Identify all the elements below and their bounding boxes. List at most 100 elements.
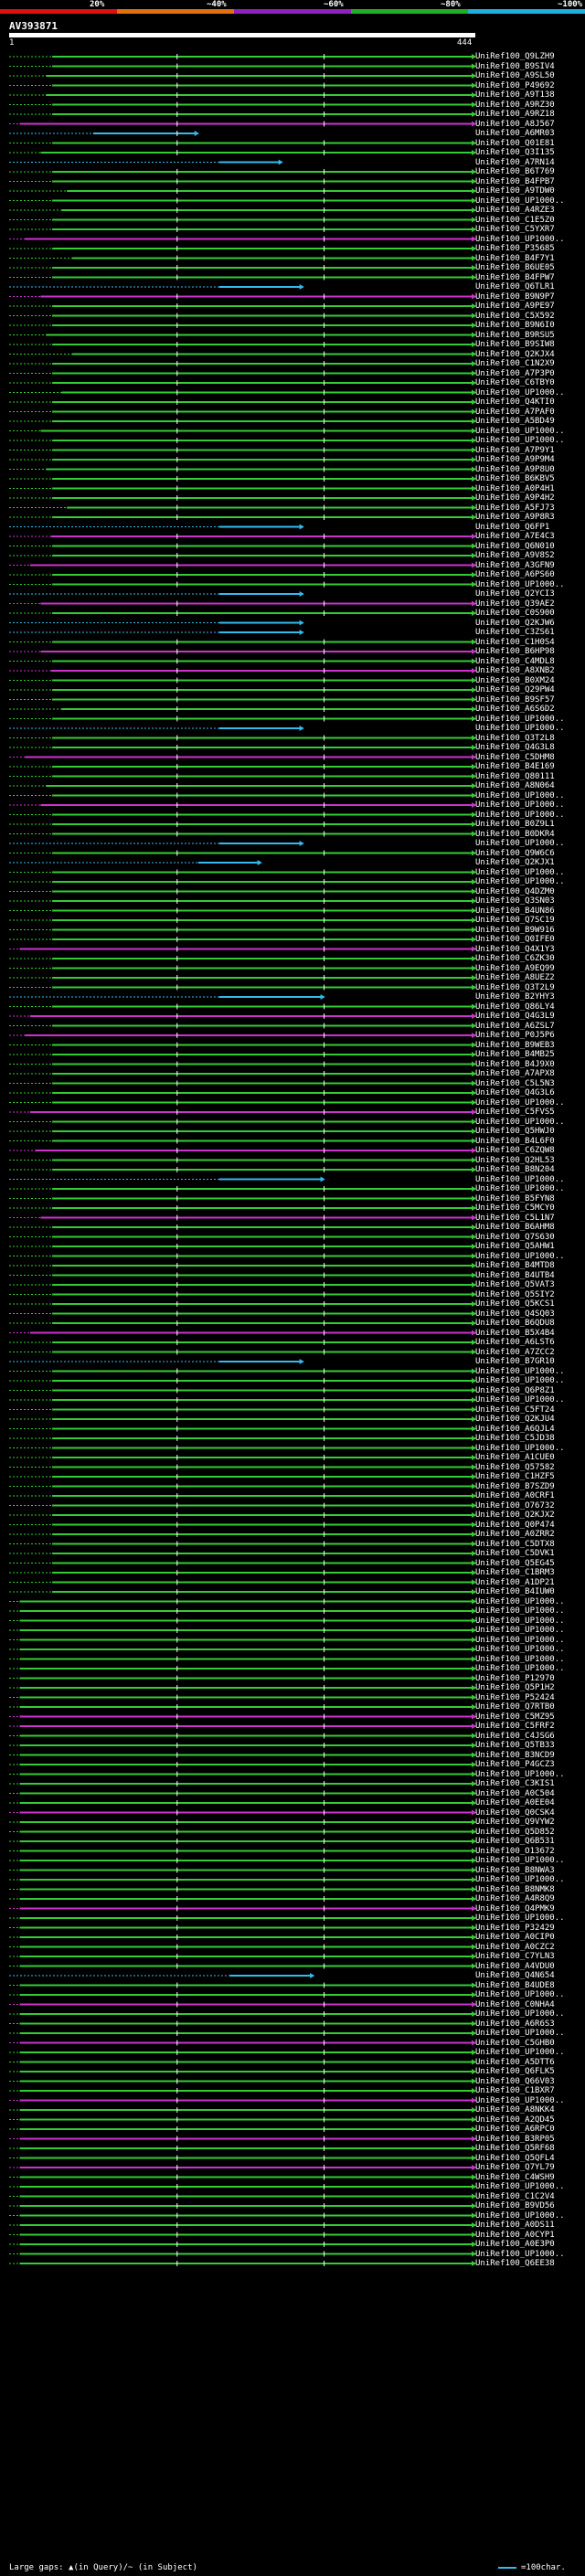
hit-id[interactable]: UniRef100_Q7SC19 bbox=[475, 916, 555, 925]
hit-id[interactable]: UniRef100_A7ZCC2 bbox=[475, 1347, 555, 1357]
hit-id[interactable]: UniRef100_Q4DZM0 bbox=[475, 886, 555, 896]
hit-id[interactable]: UniRef100_Q0IFE0 bbox=[475, 935, 555, 944]
hit-id[interactable]: UniRef100_B4FPB7 bbox=[475, 176, 555, 186]
hit-id[interactable]: UniRef100_Q6FLK5 bbox=[475, 2067, 555, 2076]
hit-id[interactable]: UniRef100_UP1000.. bbox=[475, 1626, 565, 1635]
hit-id[interactable]: UniRef100_A9P8R3 bbox=[475, 513, 555, 522]
hit-id[interactable]: UniRef100_A4R8Q9 bbox=[475, 1894, 555, 1903]
hit-id[interactable]: UniRef100_C1HZF5 bbox=[475, 1472, 555, 1481]
hit-id[interactable]: UniRef100_UP1000.. bbox=[475, 1097, 565, 1108]
hit-id[interactable]: UniRef100_P52424 bbox=[475, 1692, 555, 1702]
hit-id[interactable]: UniRef100_UP1000.. bbox=[475, 714, 565, 724]
hit-id[interactable]: UniRef100_B0XM24 bbox=[475, 675, 555, 685]
hit-id[interactable]: UniRef100_A6ZSL7 bbox=[475, 1021, 555, 1031]
hit-id[interactable]: UniRef100_UP1000.. bbox=[475, 1635, 565, 1645]
hit-id[interactable]: UniRef100_B9N9P7 bbox=[475, 292, 555, 302]
hit-id[interactable]: UniRef100_O76732 bbox=[475, 1500, 555, 1511]
hit-id[interactable]: UniRef100_Q2KJX4 bbox=[475, 349, 555, 359]
hit-id[interactable]: UniRef100_B7SZD9 bbox=[475, 1481, 555, 1491]
hit-id[interactable]: UniRef100_UP1000.. bbox=[475, 2029, 565, 2038]
hit-id[interactable]: UniRef100_A3GFN9 bbox=[475, 560, 555, 570]
hit-id[interactable]: UniRef100_C5X592 bbox=[475, 311, 555, 321]
hit-id[interactable]: UniRef100_P12970 bbox=[475, 1673, 555, 1683]
hit-id[interactable]: UniRef100_B0DKR4 bbox=[475, 829, 555, 839]
hit-id[interactable]: UniRef100_A1DP21 bbox=[475, 1577, 555, 1587]
hit-id[interactable]: UniRef100_A6LST6 bbox=[475, 1338, 555, 1347]
hit-id[interactable]: UniRef100_UP1000.. bbox=[475, 387, 565, 398]
hit-id[interactable]: UniRef100_Q7RTB0 bbox=[475, 1702, 555, 1712]
hit-id[interactable]: UniRef100_C6ZQW8 bbox=[475, 1146, 555, 1155]
hit-id[interactable]: UniRef100_Q5SIY2 bbox=[475, 1289, 555, 1299]
hit-id[interactable]: UniRef100_C5L1N7 bbox=[475, 1213, 555, 1223]
hit-id[interactable]: UniRef100_UP1000.. bbox=[475, 1606, 565, 1616]
hit-id[interactable]: UniRef100_UP1000.. bbox=[475, 1376, 565, 1385]
hit-id[interactable]: UniRef100_A0CIP0 bbox=[475, 1933, 555, 1942]
hit-id[interactable]: UniRef100_B9N6I0 bbox=[475, 321, 555, 330]
hit-id[interactable]: UniRef100_A9T138 bbox=[475, 90, 555, 100]
hit-id[interactable]: UniRef100_P4GCZ3 bbox=[475, 1760, 555, 1769]
hit-id[interactable]: UniRef100_Q2KJU4 bbox=[475, 1415, 555, 1424]
hit-id[interactable]: UniRef100_UP1000.. bbox=[475, 2249, 565, 2259]
hit-id[interactable]: UniRef100_Q7YL79 bbox=[475, 2163, 555, 2172]
hit-id[interactable]: UniRef100_UP1000.. bbox=[475, 436, 565, 445]
hit-id[interactable]: UniRef100_UP1000.. bbox=[475, 724, 565, 733]
hit-id[interactable]: UniRef100_Q2KJX2 bbox=[475, 1511, 555, 1520]
hit-id[interactable]: UniRef100_UP1000.. bbox=[475, 1596, 565, 1606]
hit-id[interactable]: UniRef100_A9EQ99 bbox=[475, 963, 555, 973]
hit-id[interactable]: UniRef100_A6S6D2 bbox=[475, 705, 555, 714]
hit-id[interactable]: UniRef100_B4IUW0 bbox=[475, 1587, 555, 1596]
hit-id[interactable]: UniRef100_C6ZK30 bbox=[475, 954, 555, 963]
hit-id[interactable]: UniRef100_C5DVK1 bbox=[475, 1549, 555, 1558]
hit-id[interactable]: UniRef100_O13672 bbox=[475, 1846, 555, 1856]
hit-id[interactable]: UniRef100_B4MTD8 bbox=[475, 1261, 555, 1270]
hit-id[interactable]: UniRef100_UP1000.. bbox=[475, 426, 565, 436]
hit-id[interactable]: UniRef100_B9RSU5 bbox=[475, 330, 555, 340]
hit-id[interactable]: UniRef100_P32429 bbox=[475, 1923, 555, 1933]
hit-id[interactable]: UniRef100_B6KBV5 bbox=[475, 474, 555, 483]
hit-id[interactable]: UniRef100_Q4KTI0 bbox=[475, 398, 555, 407]
hit-id[interactable]: UniRef100_Q2YCI3 bbox=[475, 589, 555, 599]
hit-id[interactable]: UniRef100_B6UE05 bbox=[475, 263, 555, 272]
hit-id[interactable]: UniRef100_C3KIS1 bbox=[475, 1779, 555, 1788]
hit-id[interactable]: UniRef100_C1BXR7 bbox=[475, 2086, 555, 2095]
hit-id[interactable]: UniRef100_C1N2X9 bbox=[475, 359, 555, 368]
hit-id[interactable]: UniRef100_B6AHM8 bbox=[475, 1223, 555, 1232]
hit-id[interactable]: UniRef100_A6PS60 bbox=[475, 570, 555, 579]
hit-id[interactable]: UniRef100_Q2KJW6 bbox=[475, 618, 555, 628]
hit-id[interactable]: UniRef100_Q4X1Y3 bbox=[475, 944, 555, 954]
hit-id[interactable]: UniRef100_B9SF57 bbox=[475, 694, 555, 705]
hit-id[interactable]: UniRef100_A6QJL4 bbox=[475, 1424, 555, 1434]
hit-id[interactable]: UniRef100_Q4G3L9 bbox=[475, 1012, 555, 1021]
hit-id[interactable]: UniRef100_B7GR10 bbox=[475, 1357, 555, 1366]
hit-id[interactable]: UniRef100_C0S900 bbox=[475, 609, 555, 618]
hit-id[interactable]: UniRef100_Q9VYW2 bbox=[475, 1818, 555, 1827]
hit-id[interactable]: UniRef100_A6RPC0 bbox=[475, 2125, 555, 2134]
hit-id[interactable]: UniRef100_Q9LZH9 bbox=[475, 52, 555, 61]
hit-id[interactable]: UniRef100_C5YXR7 bbox=[475, 225, 555, 234]
hit-id[interactable]: UniRef100_A0EE04 bbox=[475, 1798, 555, 1807]
hit-id[interactable]: UniRef100_A5DTT6 bbox=[475, 2057, 555, 2067]
hit-id[interactable]: UniRef100_C3ZS61 bbox=[475, 628, 555, 637]
hit-id[interactable]: UniRef100_UP1000.. bbox=[475, 1184, 565, 1193]
hit-id[interactable]: UniRef100_C5DHM8 bbox=[475, 752, 555, 762]
hit-id[interactable]: UniRef100_Q39AE2 bbox=[475, 599, 555, 609]
hit-id[interactable]: UniRef100_A4VDU0 bbox=[475, 1961, 555, 1971]
hit-id[interactable]: UniRef100_UP1000.. bbox=[475, 1913, 565, 1923]
hit-id[interactable]: UniRef100_B4J9X0 bbox=[475, 1059, 555, 1069]
hit-id[interactable]: UniRef100_C6TBY0 bbox=[475, 378, 555, 387]
hit-id[interactable]: UniRef100_Q57582 bbox=[475, 1462, 555, 1472]
hit-id[interactable]: UniRef100_C5DTX8 bbox=[475, 1539, 555, 1549]
hit-id[interactable]: UniRef100_UP1000.. bbox=[475, 1443, 565, 1453]
hit-id[interactable]: UniRef100_B9W916 bbox=[475, 925, 555, 935]
hit-id[interactable]: UniRef100_Q6FP1 bbox=[475, 522, 550, 532]
hit-id[interactable]: UniRef100_Q6P8Z1 bbox=[475, 1385, 555, 1395]
hit-id[interactable]: UniRef100_Q4PMK9 bbox=[475, 1903, 555, 1913]
hit-id[interactable]: UniRef100_Q4N654 bbox=[475, 1971, 555, 1980]
hit-id[interactable]: UniRef100_Q5TB33 bbox=[475, 1741, 555, 1750]
hit-id[interactable]: UniRef100_B4UTB4 bbox=[475, 1270, 555, 1280]
hit-id[interactable]: UniRef100_B5FYN8 bbox=[475, 1193, 555, 1203]
hit-id[interactable]: UniRef100_UP1000.. bbox=[475, 1769, 565, 1779]
hit-id[interactable]: UniRef100_A7E4C3 bbox=[475, 532, 555, 541]
hit-id[interactable]: UniRef100_Q3SN03 bbox=[475, 896, 555, 906]
hit-id[interactable]: UniRef100_C4JSG6 bbox=[475, 1731, 555, 1741]
